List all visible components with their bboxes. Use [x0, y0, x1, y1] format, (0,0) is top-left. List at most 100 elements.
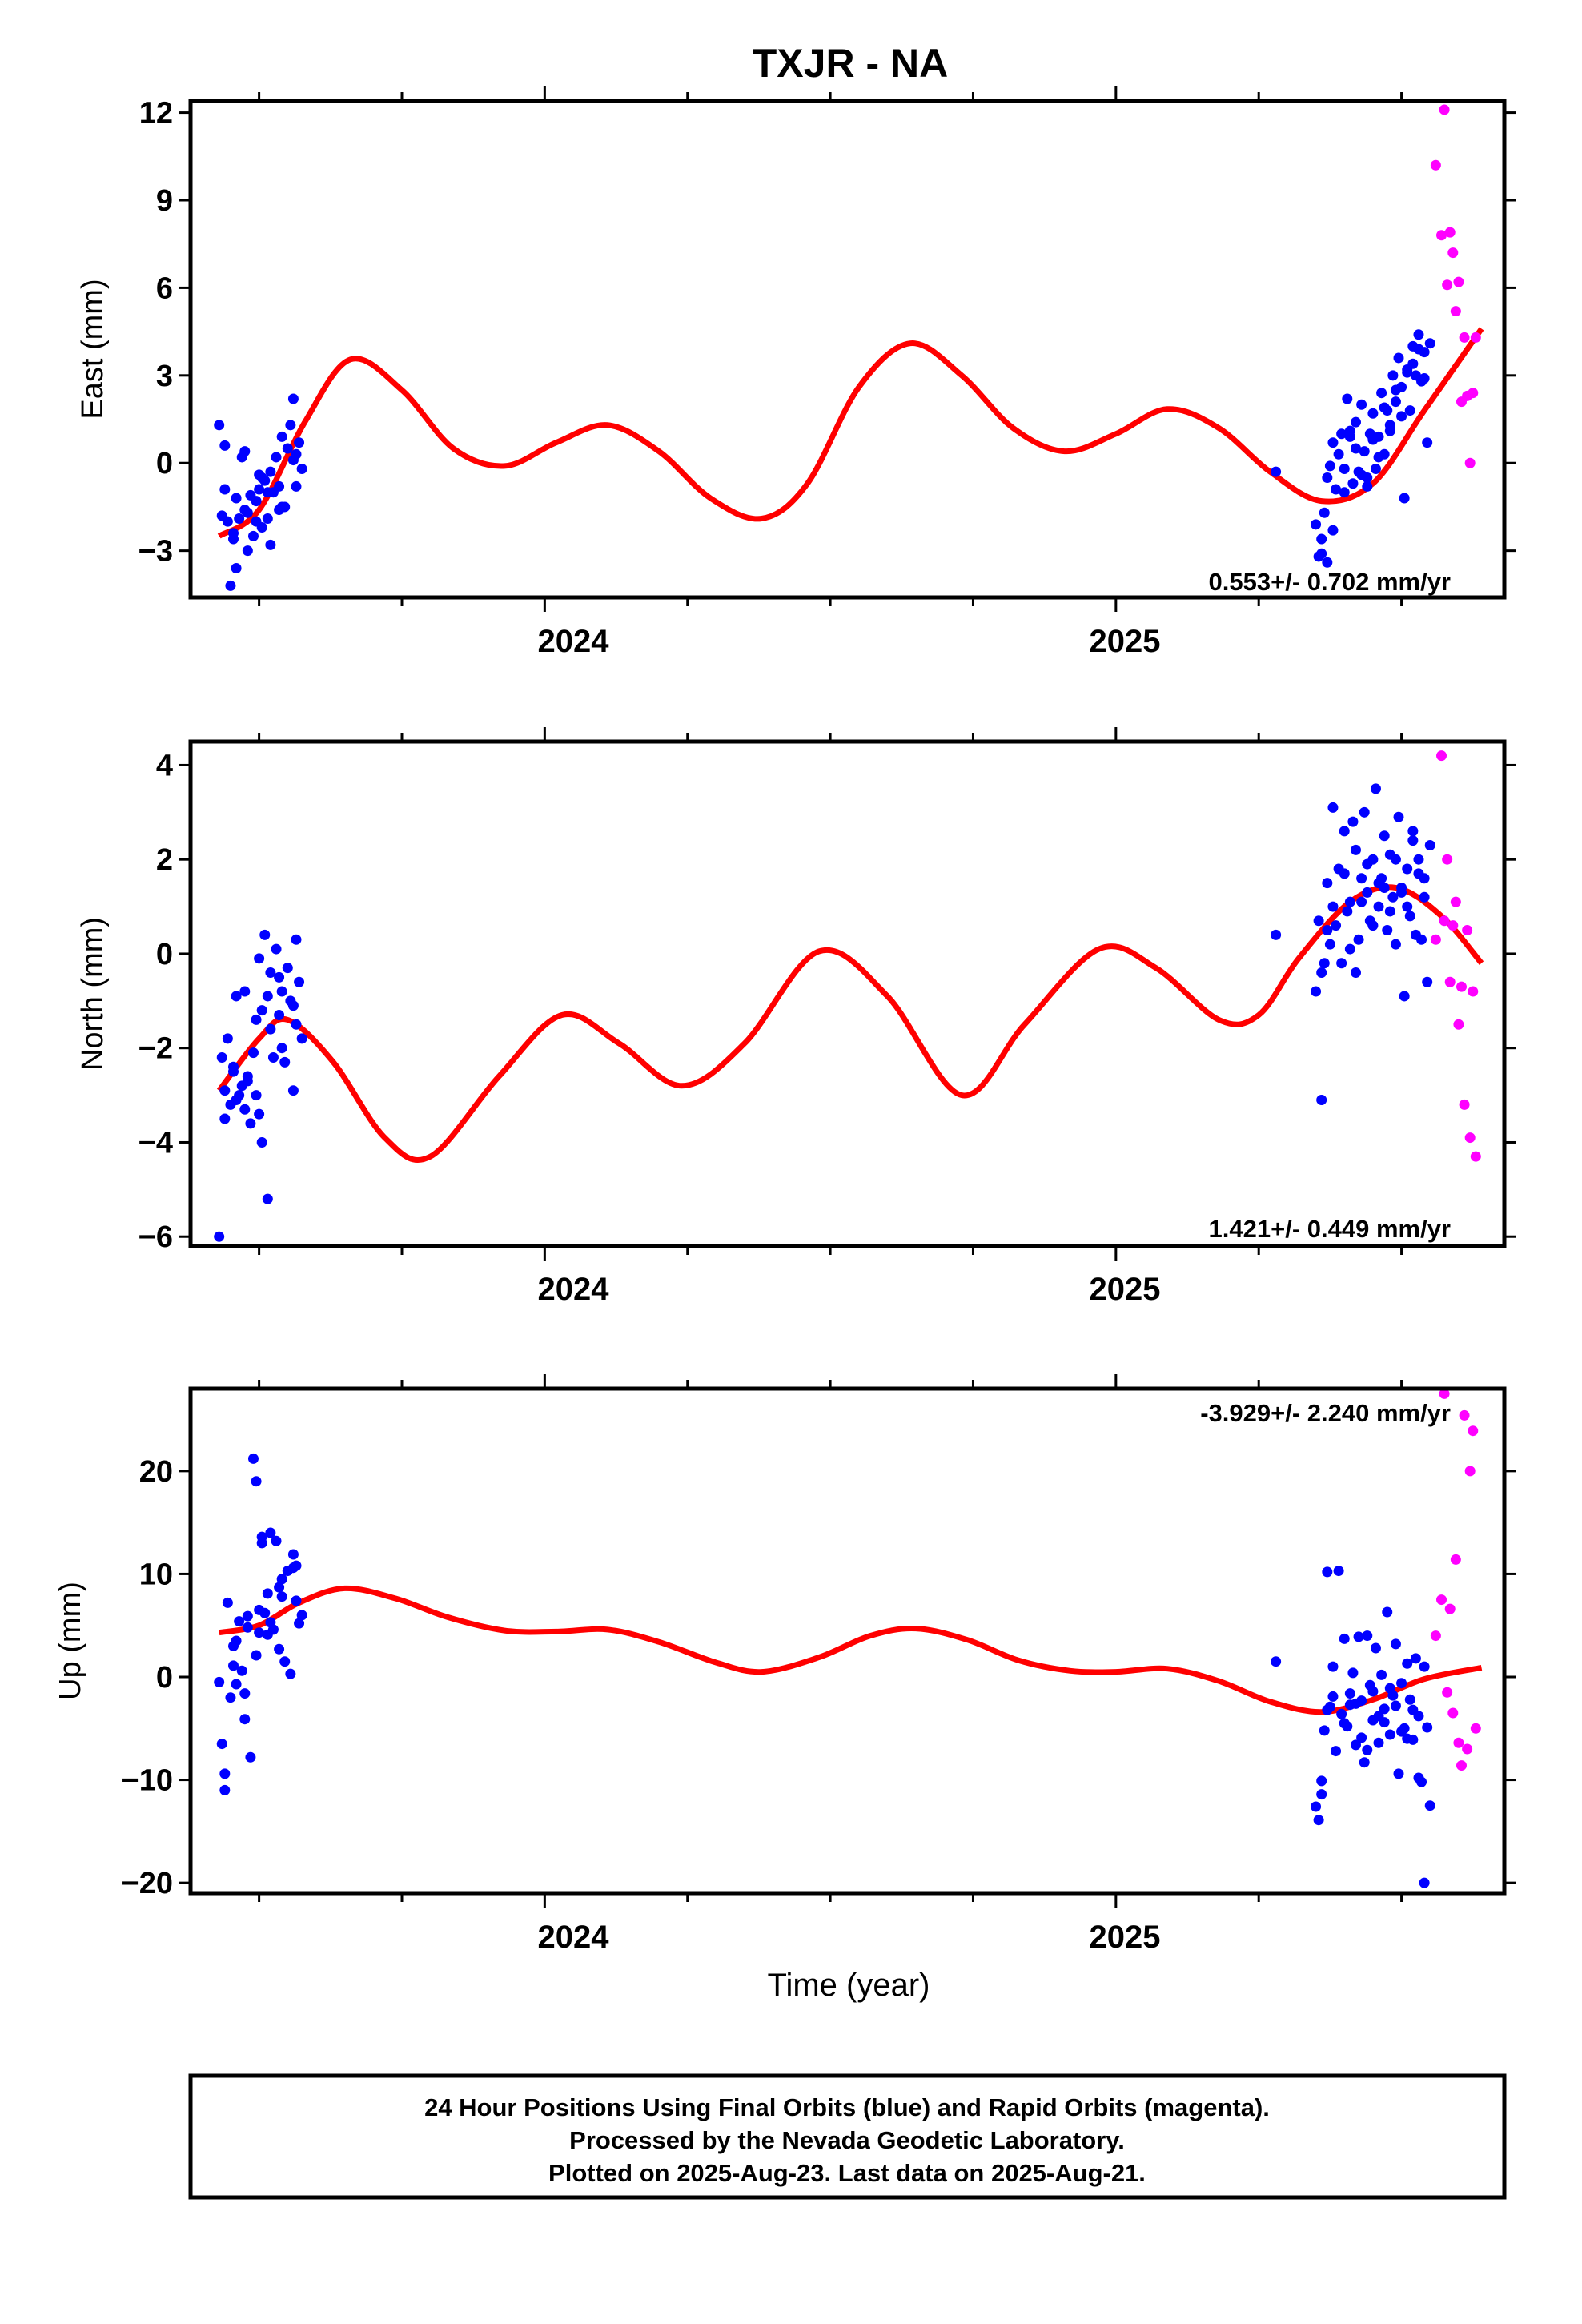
up-final-point: [234, 1616, 245, 1627]
north-rapid-point: [1464, 1132, 1476, 1144]
up-final-point: [276, 1574, 287, 1585]
east-final-point: [222, 516, 233, 527]
up-final-point: [1404, 1694, 1415, 1705]
up-final-point: [262, 1588, 273, 1599]
north-final-point: [1350, 844, 1361, 855]
north-final-point: [282, 963, 293, 974]
north-final-point: [1419, 891, 1430, 903]
north-frame: [188, 739, 1507, 1248]
up-ytick-label: 0: [156, 1661, 173, 1695]
north-final-point: [1379, 830, 1390, 842]
east-final-point: [1322, 472, 1333, 483]
up-model: [219, 1585, 1483, 1715]
east-final-point: [219, 484, 231, 495]
north-final-point: [1422, 976, 1433, 987]
east-rapid-point: [1444, 227, 1456, 238]
up-final-point: [276, 1591, 287, 1602]
north-final-point: [231, 991, 242, 1002]
up-final-point: [271, 1535, 282, 1546]
north-final-point: [1416, 934, 1427, 945]
footer-line-2: Processed by the Nevada Geodetic Laborat…: [569, 2126, 1125, 2154]
east-final-point: [1336, 428, 1347, 440]
north-final-point: [271, 943, 282, 955]
east-final-point: [265, 539, 276, 550]
east-final-point: [1424, 338, 1435, 349]
north-rapid-point: [1459, 1099, 1470, 1110]
north-final-point: [279, 1056, 291, 1068]
east-final-point: [1362, 480, 1373, 492]
up-rapid-point: [1447, 1707, 1459, 1719]
east-final-point: [1322, 557, 1333, 568]
east-final-point: [1370, 464, 1381, 475]
up-final-point: [1350, 1739, 1361, 1751]
east-final-point: [1373, 452, 1384, 463]
north-final-point: [219, 1085, 231, 1096]
north-final-point: [267, 1051, 279, 1063]
east-final-point: [287, 393, 299, 404]
north-final-point: [1402, 901, 1413, 912]
east-ytick-label: 3: [156, 360, 173, 393]
north-final-point: [1362, 887, 1373, 898]
north-final-point: [239, 986, 251, 997]
north-final-point: [1387, 891, 1399, 903]
up-rapid-point: [1462, 1743, 1473, 1755]
up-final-point: [274, 1643, 285, 1655]
east-final-point: [262, 513, 273, 525]
east-final-point: [1379, 402, 1390, 413]
east-ylabel: East (mm): [76, 279, 110, 419]
east-model: [217, 327, 1484, 539]
east-final-point: [1333, 448, 1344, 460]
east-final-point: [1413, 329, 1424, 340]
north-final-point: [1384, 906, 1395, 917]
north-final-point: [245, 1118, 256, 1129]
east-final-point: [262, 487, 273, 498]
east-final-point: [271, 452, 282, 463]
up-final-point: [1419, 1877, 1430, 1888]
up-rate-label: -3.929+/- 2.240 mm/yr: [1200, 1399, 1451, 1427]
up-final-point: [219, 1784, 231, 1795]
up-final-point: [265, 1617, 276, 1628]
up-ylabel: Up (mm): [54, 1582, 87, 1700]
up-final-point: [251, 1476, 262, 1487]
up-final-point: [256, 1538, 267, 1549]
up-final-point: [254, 1627, 265, 1638]
up-final-point: [225, 1692, 236, 1703]
up-final-point: [1390, 1700, 1401, 1711]
up-final-point: [231, 1635, 242, 1647]
east-final-point: [1271, 466, 1282, 477]
north-xtick-2024: 2024: [538, 1272, 610, 1307]
north-final-point: [1390, 939, 1401, 950]
east-ytick-label: 0: [156, 447, 173, 480]
east-final-point: [1376, 388, 1387, 399]
east-points: [214, 104, 1481, 591]
up-final-point: [1419, 1661, 1430, 1672]
up-points: [214, 1388, 1481, 1888]
north-ytick-label: −2: [139, 1032, 173, 1066]
up-final-point: [222, 1597, 233, 1608]
north-final-point: [294, 976, 305, 987]
up-final-point: [228, 1660, 239, 1671]
east-final-point: [1396, 411, 1407, 422]
chart-title: TXJR - NA: [753, 41, 948, 86]
east-final-point: [1356, 399, 1367, 410]
north-final-point: [1324, 939, 1335, 950]
up-final-point: [247, 1453, 259, 1464]
east-ytick-label: 9: [156, 184, 173, 218]
north-final-point: [1382, 925, 1393, 936]
east-rapid-point: [1459, 332, 1470, 343]
north-final-point: [1319, 958, 1330, 969]
north-final-point: [256, 1136, 267, 1148]
east-final-point: [1356, 469, 1367, 480]
north-final-point: [1353, 934, 1364, 945]
north-final-point: [287, 1085, 299, 1096]
east-final-point: [274, 505, 285, 516]
east-final-point: [1316, 548, 1327, 559]
north-ytick-label: −6: [139, 1220, 173, 1254]
north-final-point: [262, 991, 273, 1002]
east-final-point: [242, 545, 253, 557]
east-rapid-point: [1464, 457, 1476, 468]
up-final-point: [219, 1768, 231, 1779]
east-final-point: [234, 513, 245, 525]
east-frame: [188, 99, 1507, 600]
north-final-point: [1331, 920, 1342, 931]
